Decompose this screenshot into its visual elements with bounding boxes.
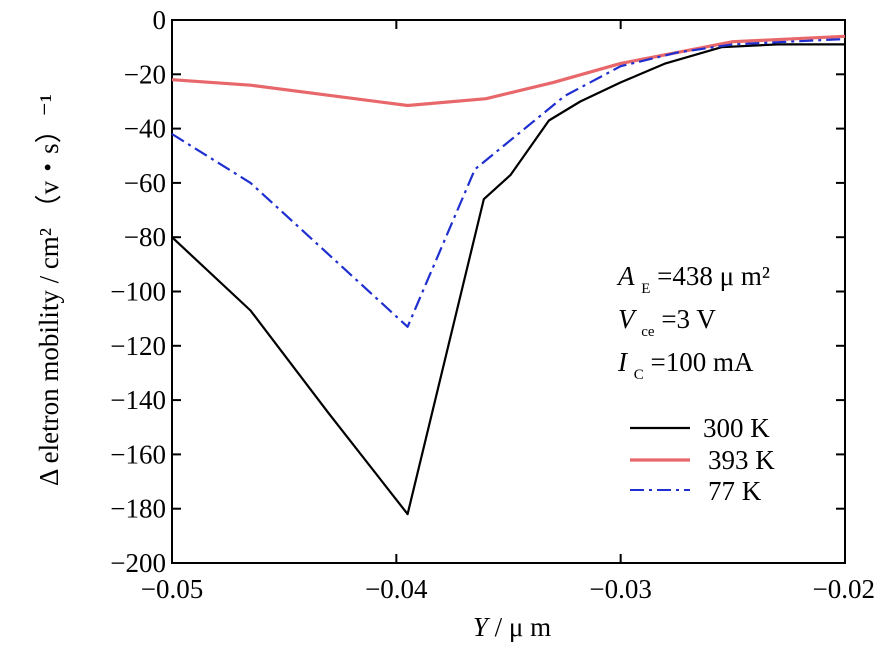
annotation-1-subscript: E (641, 281, 650, 297)
y-tick-label: −120 (110, 331, 166, 361)
series-line-393k (171, 34, 846, 108)
annotation-line-3: I C =100 mA (617, 347, 754, 385)
y-tick-label: −140 (110, 385, 166, 415)
legend-label-77k: 77 K (708, 476, 762, 506)
y-tick-label: −180 (110, 494, 166, 524)
annotation-1-variable: A (616, 261, 635, 291)
annotation-2-variable: V (618, 304, 638, 334)
annotation-1-text: =438 μ m² (657, 261, 770, 291)
annotation-3-variable: I (617, 347, 629, 377)
x-axis-unit: / μ m (495, 612, 551, 642)
y-tick-label: 0 (153, 5, 167, 35)
legend: 300 K 393 K 77 K (630, 413, 775, 506)
legend-label-300k: 300 K (703, 413, 770, 443)
x-axis-title: Y / μ m (473, 612, 551, 642)
annotation-line-1: A E =438 μ m² (616, 261, 770, 299)
x-axis-variable: Y (473, 612, 491, 642)
y-tick-label: −60 (124, 168, 166, 198)
annotation-3-subscript: C (634, 367, 644, 383)
x-tick-label: −0.03 (589, 574, 651, 604)
y-tick-label: −20 (124, 59, 166, 89)
annotation-block: A E =438 μ m² V ce =3 V I C =100 mA (616, 261, 770, 385)
y-axis-title: Δ eletron mobility / cm² （v・s）⁻¹ (34, 94, 64, 486)
series-layer (171, 34, 846, 516)
x-tick-label: −0.04 (365, 574, 428, 604)
y-tick-label: −80 (124, 222, 166, 252)
legend-label-393k: 393 K (708, 445, 775, 475)
x-tick-label: −0.02 (813, 574, 875, 604)
y-tick-label: −100 (110, 277, 166, 307)
y-tick-label: −160 (110, 439, 166, 469)
annotation-3-text: =100 mA (651, 347, 754, 377)
ticks-layer: 0−20−40−60−80−100−120−140−160−180−200−0.… (110, 5, 875, 604)
annotation-line-2: V ce =3 V (618, 304, 716, 342)
y-tick-label: −40 (124, 114, 166, 144)
y-tick-label: −200 (110, 548, 166, 578)
series-line-300k (171, 43, 845, 516)
annotation-2-text: =3 V (661, 304, 716, 334)
annotation-2-subscript: ce (641, 324, 655, 340)
x-tick-label: −0.05 (141, 574, 203, 604)
series-line-77k (171, 37, 846, 328)
